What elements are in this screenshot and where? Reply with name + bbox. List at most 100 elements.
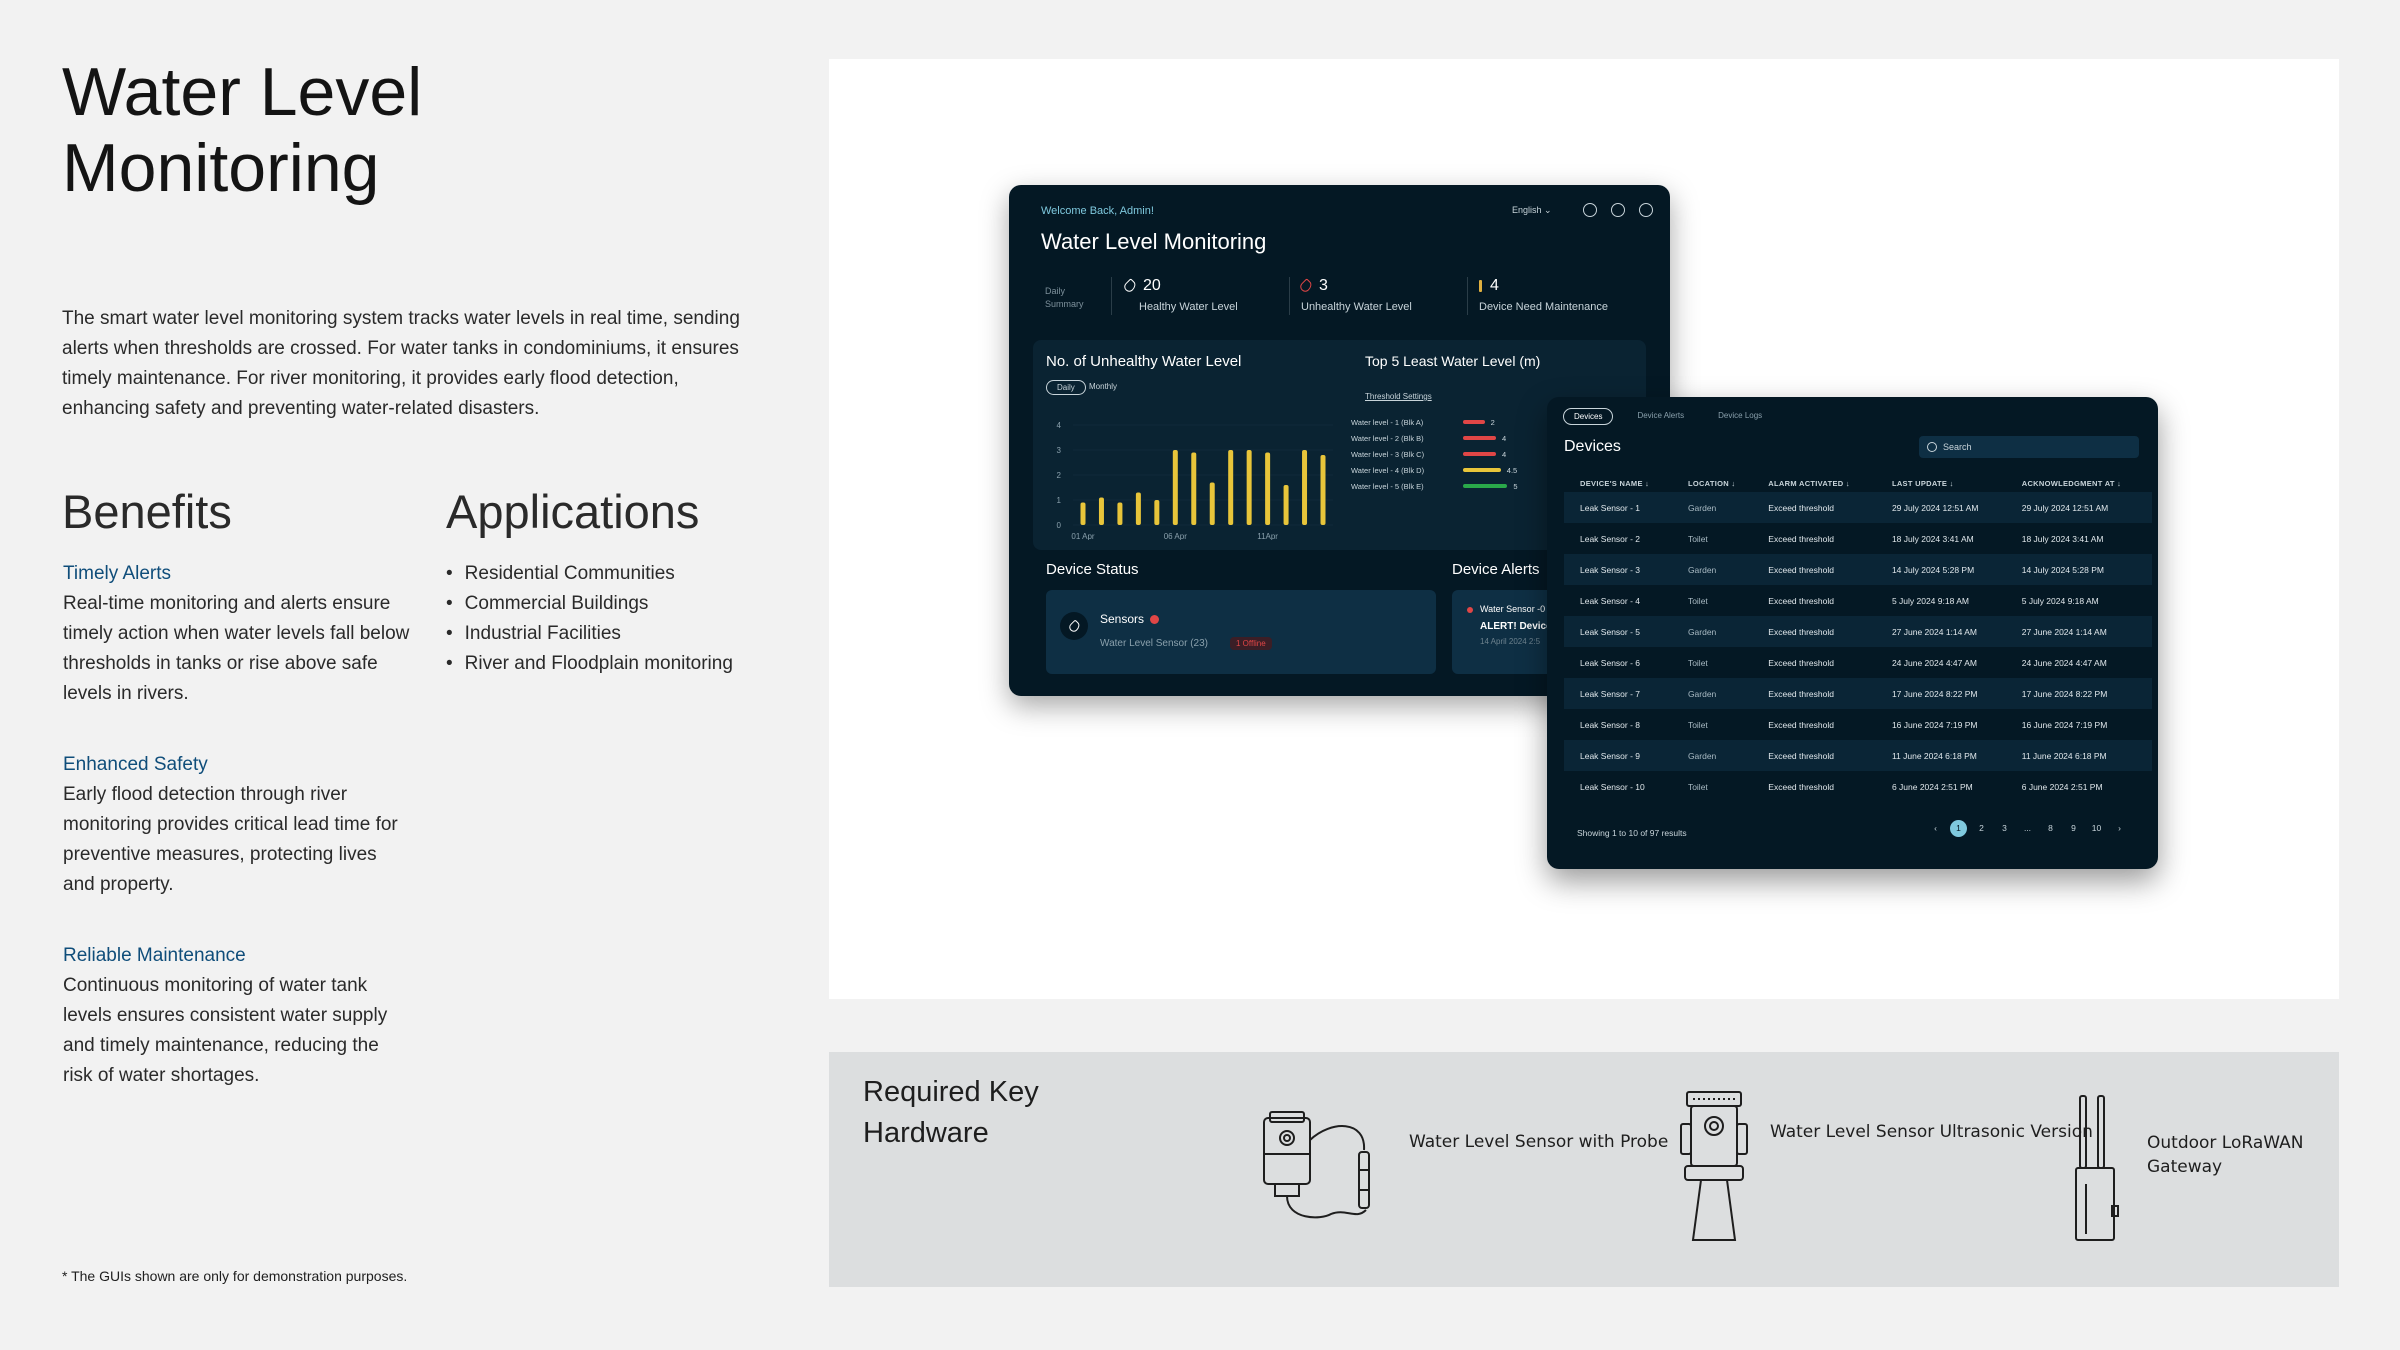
prev-page-button[interactable]: ‹ <box>1934 823 1937 833</box>
page-button[interactable]: 10 <box>2091 823 2102 833</box>
benefit-title: Enhanced Safety <box>63 754 208 775</box>
table-cell: Leak Sensor - 6 <box>1580 657 1641 668</box>
table-row[interactable]: Leak Sensor - 4 Toilet Exceed threshold 5 J… <box>1564 585 2152 616</box>
application-item: Commercial Buildings <box>446 589 733 619</box>
top5-name: Water level - 4 (Blk D) <box>1351 465 1425 475</box>
top5-name: Water level - 3 (Blk C) <box>1351 449 1425 459</box>
gear-icon[interactable] <box>1611 203 1625 217</box>
welcome-text: Welcome Back, Admin! <box>1041 205 1154 217</box>
footnote: * The GUIs shown are only for demonstrat… <box>62 1268 408 1284</box>
tab-devices[interactable]: Devices <box>1563 408 1614 425</box>
table-row[interactable]: Leak Sensor - 6 Toilet Exceed threshold 24 … <box>1564 647 2152 678</box>
chat-icon[interactable] <box>1639 203 1653 217</box>
table-cell: Leak Sensor - 3 <box>1564 554 1672 585</box>
table-cell: 16 June 2024 7:19 PM <box>1891 719 1978 730</box>
table-cell: Exceed threshold <box>1768 781 1834 792</box>
page-button[interactable]: 8 <box>2048 823 2053 833</box>
table-cell: 24 June 2024 4:47 AM <box>2021 657 2107 668</box>
language-select[interactable]: English ⌄ <box>1512 205 1552 215</box>
devices-table: DEVICE'S NAME ↓ LOCATION ↓ ALARM ACTIVAT… <box>1564 474 2152 802</box>
table-cell: Exceed threshold <box>1752 616 1876 647</box>
page-button[interactable]: 3 <box>2002 823 2007 833</box>
top5-value: 5 <box>1513 481 1518 491</box>
table-cell: Leak Sensor - 10 <box>1580 781 1645 792</box>
device-status-card[interactable]: Sensors Water Level Sensor (23) 1 Offlin… <box>1046 590 1436 674</box>
benefit-timely-alerts: Timely Alerts Real-time monitoring and a… <box>63 559 413 709</box>
table-cell: 6 June 2024 2:51 PM <box>2021 781 2103 792</box>
lorawan-gateway-icon <box>2075 1095 2119 1241</box>
search-icon[interactable] <box>1583 203 1597 217</box>
table-cell: Exceed threshold <box>1752 492 1876 523</box>
chart-card: No. of Unhealthy Water Level Daily Month… <box>1033 340 1646 550</box>
page-button[interactable]: 9 <box>2071 823 2076 833</box>
top5-name: Water level - 2 (Blk B) <box>1351 433 1424 443</box>
benefit-enhanced-safety: Enhanced Safety Early flood detection th… <box>63 750 413 900</box>
offline-badge: 1 Offline <box>1230 637 1272 650</box>
table-cell: Garden <box>1671 492 1753 523</box>
next-page-button[interactable]: › <box>2118 823 2121 833</box>
daily-summary-label: Daily Summary <box>1045 286 1084 309</box>
table-cell: Leak Sensor - 9 <box>1564 740 1672 771</box>
hardware-label-ultrasonic: Water Level Sensor Ultrasonic Version <box>1770 1122 2093 1142</box>
page-button[interactable]: ... <box>2023 823 2032 833</box>
page-title: Water Level Monitoring <box>62 54 762 206</box>
chart-bar <box>1098 497 1104 525</box>
table-row[interactable]: Leak Sensor - 8 Toilet Exceed threshold 16 … <box>1564 709 2152 740</box>
threshold-settings-link[interactable]: Threshold Settings <box>1365 392 1432 401</box>
table-row[interactable]: Leak Sensor - 9 Garden Exceed threshold 11 … <box>1564 740 2152 771</box>
top5-name: Water level - 1 (Blk A) <box>1351 417 1424 427</box>
chart-bar <box>1302 450 1308 525</box>
water-level-sensor-probe-icon <box>1263 1111 1370 1219</box>
y-tick-label: 0 <box>1057 521 1062 530</box>
top5-name: Water level - 5 (Blk E) <box>1351 481 1424 491</box>
chart-bar <box>1246 450 1252 525</box>
table-cell: 29 July 2024 12:51 AM <box>2005 492 2152 523</box>
benefit-title: Timely Alerts <box>63 563 172 584</box>
alert-message: ALERT! Device <box>1480 621 1552 632</box>
table-cell: 27 June 2024 1:14 AM <box>1875 616 2006 647</box>
applications-heading: Applications <box>446 485 700 538</box>
tab-device-alerts[interactable]: Device Alerts <box>1637 411 1685 420</box>
table-cell: Toilet <box>1687 595 1708 606</box>
table-row[interactable]: Leak Sensor - 2 Toilet Exceed threshold 18 … <box>1564 523 2152 554</box>
table-cell: 11 June 2024 6:18 PM <box>1875 740 2006 771</box>
column-header[interactable]: LOCATION ↓ <box>1687 478 1736 488</box>
column-header[interactable]: ACKNOWLEDGMENT AT ↓ <box>2021 478 2122 488</box>
toggle-daily[interactable]: Daily <box>1046 380 1086 395</box>
table-cell: 5 July 2024 9:18 AM <box>1891 595 1969 606</box>
table-row[interactable]: Leak Sensor - 10 Toilet Exceed threshold 6 … <box>1564 771 2152 802</box>
stat-value: 3 <box>1319 277 1328 294</box>
search-input[interactable]: Search <box>1919 436 2139 458</box>
column-header[interactable]: LAST UPDATE ↓ <box>1891 478 1954 488</box>
stat-healthy: 20 Healthy Water Level <box>1122 277 1238 313</box>
sensors-label: Sensors <box>1100 612 1160 626</box>
divider <box>1467 277 1468 315</box>
table-cell: Leak Sensor - 8 <box>1580 719 1641 730</box>
table-cell: 5 July 2024 9:18 AM <box>2021 595 2099 606</box>
table-row[interactable]: Leak Sensor - 7 Garden Exceed threshold 17 … <box>1564 678 2152 709</box>
column-header[interactable]: ALARM ACTIVATED ↓ <box>1768 478 1850 488</box>
unhealthy-chart-title: No. of Unhealthy Water Level <box>1046 353 1242 370</box>
table-row[interactable]: Leak Sensor - 1 Garden Exceed threshold 29 … <box>1564 492 2152 523</box>
top5-bar <box>1463 484 1508 488</box>
page-button[interactable]: 1 <box>1950 820 1967 837</box>
table-cell: Garden <box>1671 678 1753 709</box>
chart-bar <box>1209 482 1215 525</box>
toggle-monthly[interactable]: Monthly <box>1089 382 1118 391</box>
table-row[interactable]: Leak Sensor - 5 Garden Exceed threshold 27 … <box>1564 616 2152 647</box>
page-button[interactable]: 2 <box>1979 823 1984 833</box>
x-tick-label: 11Apr <box>1257 532 1278 540</box>
column-header[interactable]: DEVICE'S NAME ↓ <box>1580 478 1650 488</box>
table-cell: Exceed threshold <box>1768 657 1834 668</box>
chart-bar <box>1135 492 1141 525</box>
table-cell: Leak Sensor - 7 <box>1564 678 1672 709</box>
table-cell: Exceed threshold <box>1768 533 1834 544</box>
top5-row: Water level - 4 (Blk D) 4.5 <box>1351 462 1551 478</box>
table-row[interactable]: Leak Sensor - 3 Garden Exceed threshold 14 … <box>1564 554 2152 585</box>
drop-icon <box>1066 618 1082 634</box>
dashboard-title: Water Level Monitoring <box>1041 229 1267 254</box>
table-cell: Exceed threshold <box>1752 554 1876 585</box>
tab-device-logs[interactable]: Device Logs <box>1718 411 1763 420</box>
top5-row: Water level - 1 (Blk A) 2 <box>1351 414 1551 430</box>
benefit-title: Reliable Maintenance <box>63 945 246 966</box>
